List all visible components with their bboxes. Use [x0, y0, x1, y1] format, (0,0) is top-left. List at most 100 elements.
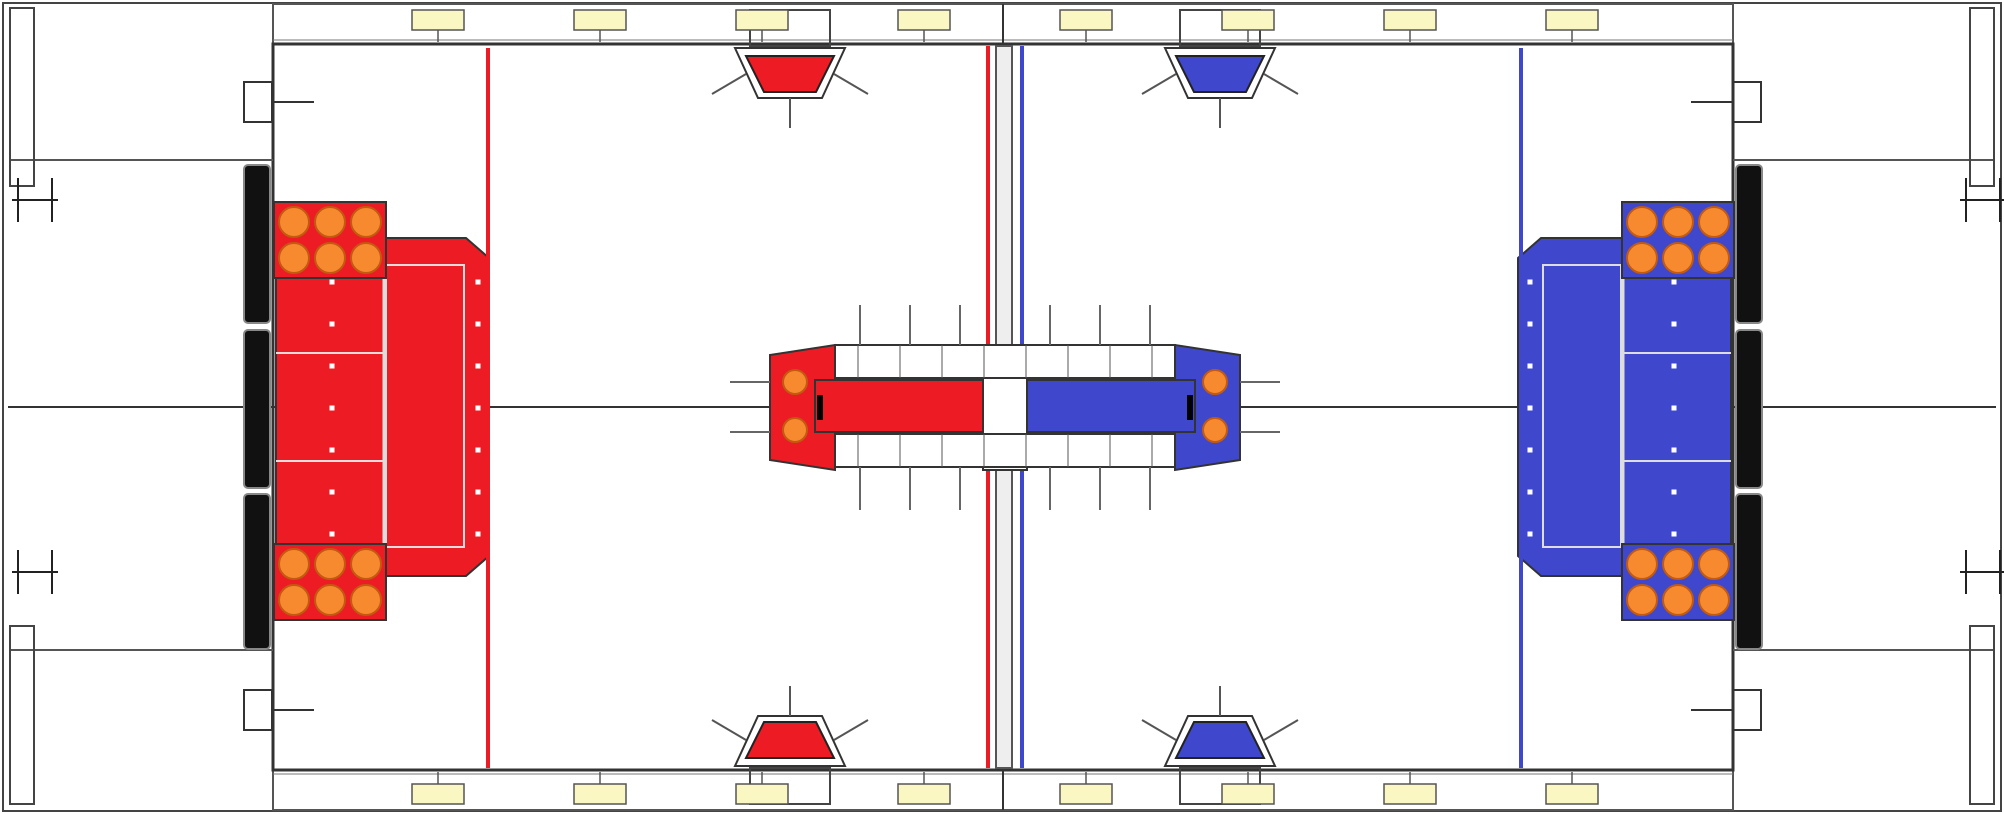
blue-driver-wall-1 — [1735, 329, 1763, 489]
blue-bottom-ball-1-2 — [1698, 584, 1730, 616]
blue-bridge-ball-1 — [1202, 417, 1228, 443]
red-zone-marker-b-5 — [475, 489, 481, 495]
red-bottom-ball-1-1 — [314, 584, 346, 616]
red-hub-bottom-frame — [733, 715, 847, 767]
blue-zone-marker-b-4 — [1527, 447, 1533, 453]
right-rack-top — [1969, 7, 1995, 187]
top-light-0 — [411, 9, 465, 31]
red-driver-wall-1 — [243, 329, 271, 489]
bridge-top-rail — [834, 344, 1176, 379]
blue-hub-top-bin — [1174, 55, 1266, 93]
red-zone-marker-b-3 — [475, 405, 481, 411]
blue-bottom-ball-1-0 — [1626, 584, 1658, 616]
blue-zone-marker-2 — [1671, 363, 1677, 369]
blue-driver-wall-0 — [1735, 164, 1763, 324]
right-rack-bottom — [1969, 625, 1995, 805]
red-driver-wall-2 — [243, 493, 271, 650]
red-zone-marker-b-0 — [475, 279, 481, 285]
blue-zone-inner — [1542, 264, 1622, 548]
top-light-3 — [897, 9, 951, 31]
blue-top-ball-0-2 — [1698, 206, 1730, 238]
red-zone-marker-2 — [329, 363, 335, 369]
red-top-ball-1-0 — [278, 242, 310, 274]
blue-bottom-ball-0-2 — [1698, 548, 1730, 580]
bridge-bottom-rail — [834, 433, 1176, 468]
red-zone-marker-b-1 — [475, 321, 481, 327]
red-zone-marker-0 — [329, 279, 335, 285]
red-bottom-ball-0-0 — [278, 548, 310, 580]
blue-top-ball-1-0 — [1626, 242, 1658, 274]
red-bridge-ball-1 — [782, 417, 808, 443]
balls — [273, 201, 1735, 621]
red-bottom-ball-1-2 — [350, 584, 382, 616]
blue-zone-marker-b-3 — [1527, 405, 1533, 411]
blue-hub-bottom-bin — [1174, 721, 1266, 759]
blue-hub-bottom-left-arm — [1141, 719, 1177, 741]
blue-hub-top-right-arm — [1263, 73, 1299, 95]
red-bottom-ball-0-1 — [314, 548, 346, 580]
top-light-1 — [573, 9, 627, 31]
blue-hub-bottom-right-arm — [1263, 719, 1299, 741]
blue-hub-top-frame — [1163, 47, 1277, 99]
blue-driver-wall-2 — [1735, 493, 1763, 650]
blue-zone-marker-b-1 — [1527, 321, 1533, 327]
blue-zone-marker-3 — [1671, 405, 1677, 411]
red-hub-top-right-arm — [833, 73, 869, 95]
red-bottom-ball-1-0 — [278, 584, 310, 616]
bottom-light-6 — [1383, 783, 1437, 805]
blue-hub-top-left-arm — [1141, 73, 1177, 95]
red-zone-marker-1 — [329, 321, 335, 327]
blue-top-ball-1-2 — [1698, 242, 1730, 274]
red-zone-marker-b-4 — [475, 447, 481, 453]
red-zone-marker-5 — [329, 489, 335, 495]
blue-zone-marker-b-6 — [1527, 531, 1533, 537]
center-bridge — [730, 45, 1280, 769]
red-zone-marker-b-2 — [475, 363, 481, 369]
red-zone-marker-b-6 — [475, 531, 481, 537]
red-bottom-ball-0-2 — [350, 548, 382, 580]
blue-zone-marker-b-5 — [1527, 489, 1533, 495]
bottom-light-2 — [735, 783, 789, 805]
blue-bridge-deck — [1026, 379, 1196, 433]
bottom-light-4 — [1059, 783, 1113, 805]
red-top-ball-1-1 — [314, 242, 346, 274]
blue-bottom-ball-0-0 — [1626, 548, 1658, 580]
blue-zone-marker-1 — [1671, 321, 1677, 327]
red-top-ball-0-0 — [278, 206, 310, 238]
blue-bridge-ball-0 — [1202, 369, 1228, 395]
red-zone-inner — [385, 264, 465, 548]
blue-zone-marker-b-2 — [1527, 363, 1533, 369]
red-zone-marker-3 — [329, 405, 335, 411]
top-light-4 — [1059, 9, 1113, 31]
bottom-light-1 — [573, 783, 627, 805]
red-zone-front — [383, 237, 490, 577]
alliance-zones — [275, 48, 1732, 768]
red-hub-bottom-right-arm — [833, 719, 869, 741]
red-hub-top-left-arm — [711, 73, 747, 95]
top-light-6 — [1383, 9, 1437, 31]
blue-top-ball-0-0 — [1626, 206, 1658, 238]
red-driver-wall-0 — [243, 164, 271, 324]
left-rack-bottom — [9, 625, 35, 805]
field-lights — [411, 9, 1599, 805]
red-bridge-ball-0 — [782, 369, 808, 395]
red-top-ball-0-2 — [350, 206, 382, 238]
blue-zone-marker-0 — [1671, 279, 1677, 285]
left-rack-top — [9, 7, 35, 187]
bottom-light-7 — [1545, 783, 1599, 805]
red-hub-bottom-bin — [744, 721, 836, 759]
blue-hub-bottom-frame — [1163, 715, 1277, 767]
blue-zone-marker-4 — [1671, 447, 1677, 453]
blue-zone-front — [1517, 237, 1624, 577]
top-light-5 — [1221, 9, 1275, 31]
blue-zone-marker-5 — [1671, 489, 1677, 495]
blue-top-ball-1-1 — [1662, 242, 1694, 274]
blue-bottom-ball-0-1 — [1662, 548, 1694, 580]
red-hub-bottom-left-arm — [711, 719, 747, 741]
red-hub-top-bin — [744, 55, 836, 93]
red-zone-marker-6 — [329, 531, 335, 537]
blue-bottom-ball-1-1 — [1662, 584, 1694, 616]
blue-zone-marker-b-0 — [1527, 279, 1533, 285]
blue-top-ball-0-1 — [1662, 206, 1694, 238]
